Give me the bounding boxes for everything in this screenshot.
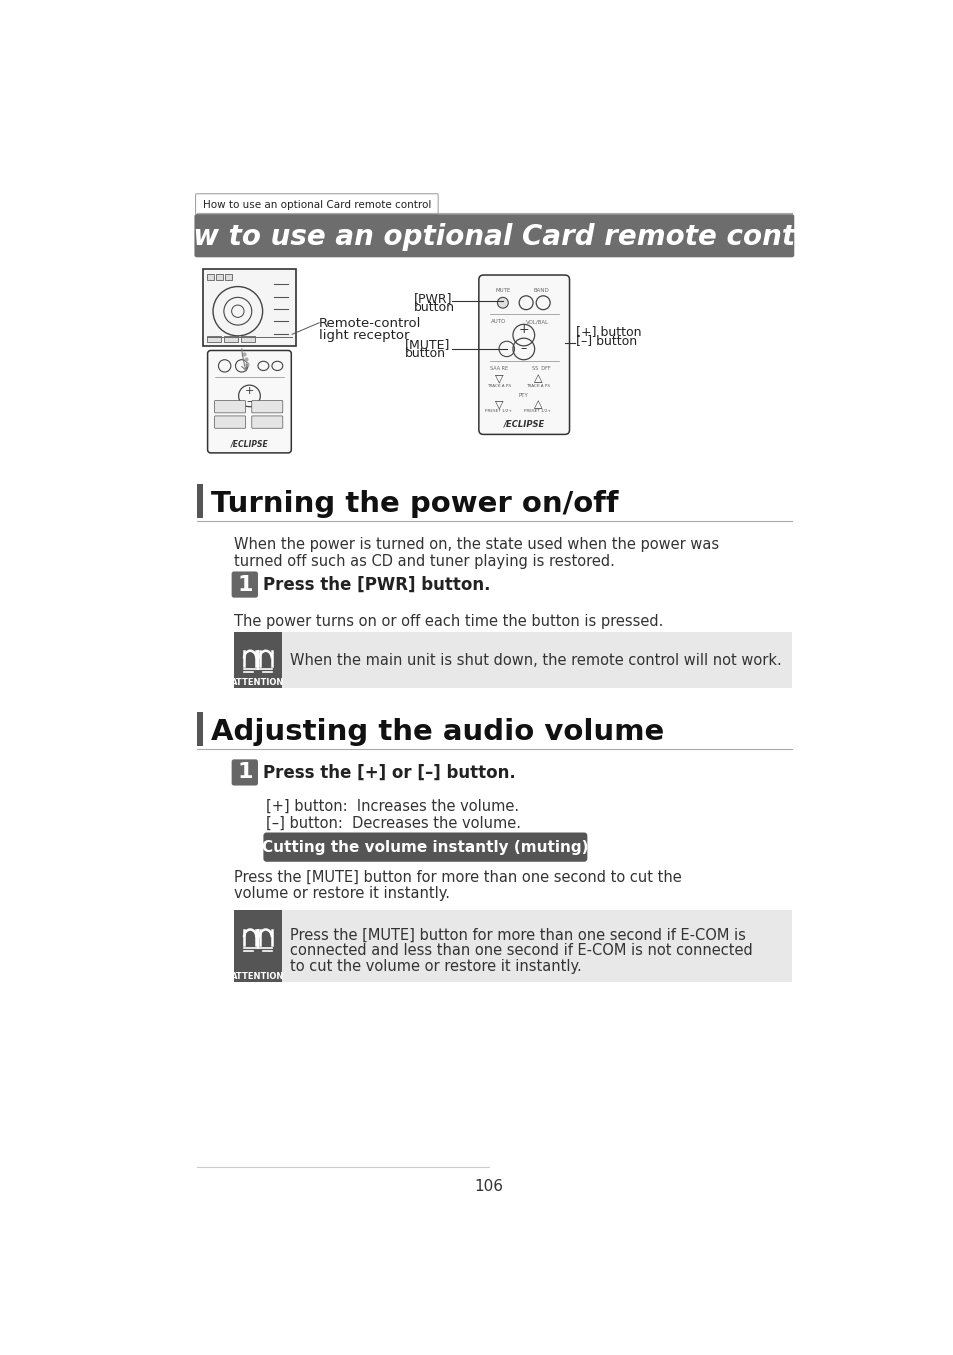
Text: PTY: PTY xyxy=(518,393,528,397)
Text: button: button xyxy=(414,301,455,314)
Text: △: △ xyxy=(533,373,541,383)
Text: [+] button: [+] button xyxy=(576,325,641,337)
Text: to cut the volume or restore it instantly.: to cut the volume or restore it instantl… xyxy=(290,959,581,974)
FancyBboxPatch shape xyxy=(478,275,569,435)
Text: VOL/BAL: VOL/BAL xyxy=(526,320,549,324)
Text: SS  DFF: SS DFF xyxy=(532,366,550,371)
Text: 106: 106 xyxy=(474,1179,503,1194)
Bar xyxy=(224,336,237,341)
Text: Cutting the volume instantly (muting): Cutting the volume instantly (muting) xyxy=(262,840,588,855)
Text: When the power is turned on, the state used when the power was: When the power is turned on, the state u… xyxy=(233,537,719,551)
Text: button: button xyxy=(404,347,445,360)
Bar xyxy=(196,713,203,747)
Bar xyxy=(241,336,254,341)
Text: MUTE: MUTE xyxy=(495,287,510,293)
Bar xyxy=(207,274,213,279)
FancyBboxPatch shape xyxy=(208,351,291,453)
Text: How to use an optional Card remote control: How to use an optional Card remote contr… xyxy=(203,201,431,210)
Bar xyxy=(196,485,203,519)
Bar xyxy=(233,633,791,688)
FancyBboxPatch shape xyxy=(232,572,257,598)
Text: light receptor: light receptor xyxy=(319,329,409,341)
Bar xyxy=(207,336,220,341)
Text: SAA RE: SAA RE xyxy=(490,366,508,371)
Text: Remote-control: Remote-control xyxy=(319,317,421,329)
Text: ▽: ▽ xyxy=(495,373,503,383)
Text: TRACK A PS: TRACK A PS xyxy=(525,383,549,388)
Text: Press the [PWR] button.: Press the [PWR] button. xyxy=(263,576,491,593)
FancyBboxPatch shape xyxy=(232,759,257,786)
Text: How to use an optional Card remote control: How to use an optional Card remote contr… xyxy=(151,222,837,251)
Text: [–] button:  Decreases the volume.: [–] button: Decreases the volume. xyxy=(266,816,521,831)
Bar xyxy=(233,909,282,982)
FancyBboxPatch shape xyxy=(252,416,282,428)
FancyBboxPatch shape xyxy=(263,832,587,862)
Text: When the main unit is shut down, the remote control will not work.: When the main unit is shut down, the rem… xyxy=(290,653,781,668)
Text: [MUTE]: [MUTE] xyxy=(404,337,450,351)
Text: Press the [+] or [–] button.: Press the [+] or [–] button. xyxy=(263,763,516,782)
Text: BAND: BAND xyxy=(533,287,549,293)
Text: +: + xyxy=(517,324,529,336)
Text: +: + xyxy=(245,386,253,396)
Text: –: – xyxy=(520,343,526,355)
Text: ATTENTION: ATTENTION xyxy=(231,972,284,981)
Text: [+] button:  Increases the volume.: [+] button: Increases the volume. xyxy=(266,798,519,813)
Text: –: – xyxy=(247,396,252,406)
Text: △: △ xyxy=(533,400,541,409)
Text: 1: 1 xyxy=(236,763,253,782)
Text: /ECLIPSE: /ECLIPSE xyxy=(231,440,268,449)
Bar xyxy=(216,274,223,279)
Text: PRESET 1/2+: PRESET 1/2+ xyxy=(485,409,512,412)
Text: 1: 1 xyxy=(236,575,253,595)
Bar xyxy=(233,909,791,982)
Bar xyxy=(225,274,233,279)
Bar xyxy=(233,633,282,688)
Text: The power turns on or off each time the button is pressed.: The power turns on or off each time the … xyxy=(233,614,662,629)
FancyBboxPatch shape xyxy=(195,194,437,214)
Text: [–] button: [–] button xyxy=(576,333,637,347)
Text: ▽: ▽ xyxy=(495,400,503,409)
Text: turned off such as CD and tuner playing is restored.: turned off such as CD and tuner playing … xyxy=(233,554,614,569)
Text: Press the [MUTE] button for more than one second if E-COM is: Press the [MUTE] button for more than on… xyxy=(290,928,745,943)
Text: connected and less than one second if E-COM is not connected: connected and less than one second if E-… xyxy=(290,943,752,958)
Text: AUTO: AUTO xyxy=(491,320,506,324)
Text: volume or restore it instantly.: volume or restore it instantly. xyxy=(233,886,450,901)
FancyBboxPatch shape xyxy=(252,401,282,413)
Text: Adjusting the audio volume: Adjusting the audio volume xyxy=(211,718,663,747)
Text: ATTENTION: ATTENTION xyxy=(231,678,284,687)
Bar xyxy=(203,268,295,346)
Text: /ECLIPSE: /ECLIPSE xyxy=(503,419,544,428)
FancyBboxPatch shape xyxy=(214,401,245,413)
Circle shape xyxy=(497,297,508,308)
FancyBboxPatch shape xyxy=(194,214,794,257)
Text: Press the [MUTE] button for more than one second to cut the: Press the [MUTE] button for more than on… xyxy=(233,870,681,885)
Text: PRESET 1/2+: PRESET 1/2+ xyxy=(524,409,551,412)
Text: Turning the power on/off: Turning the power on/off xyxy=(211,491,618,519)
Text: TRACK A PS: TRACK A PS xyxy=(486,383,511,388)
Text: [PWR]: [PWR] xyxy=(414,291,452,305)
FancyBboxPatch shape xyxy=(214,416,245,428)
